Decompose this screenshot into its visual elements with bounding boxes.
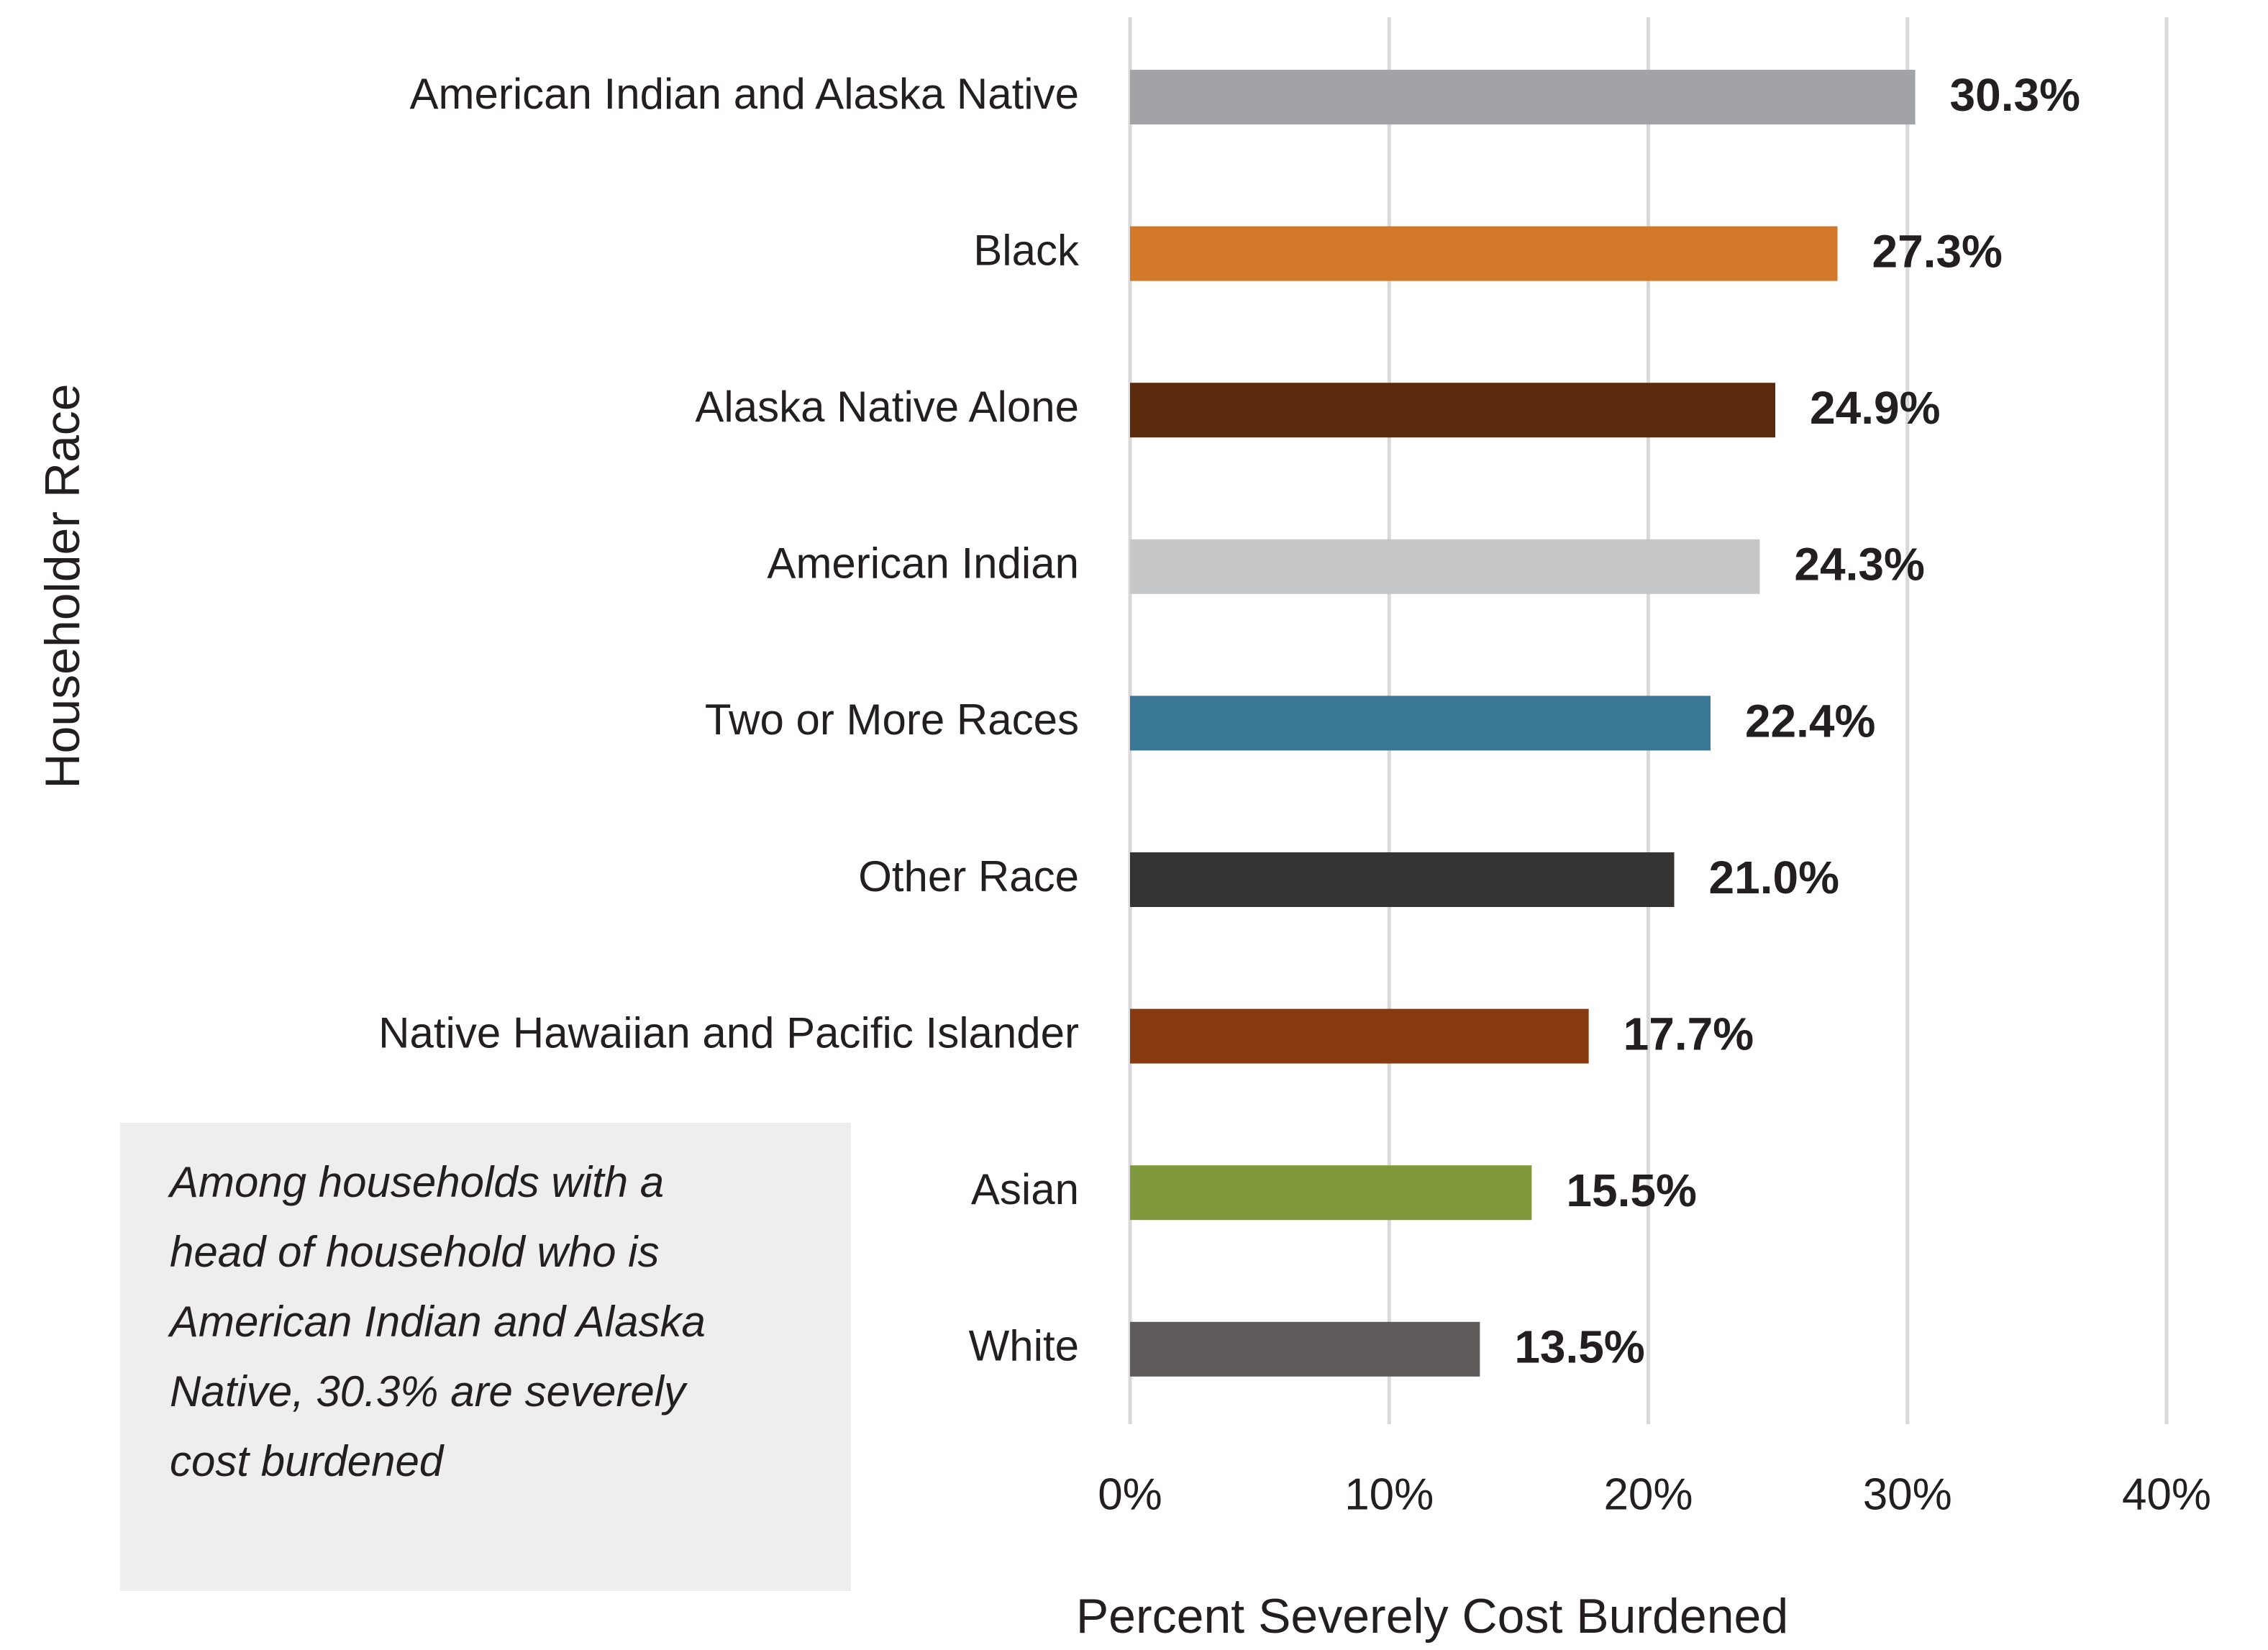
annotation-line: Native, 30.3% are severely <box>170 1367 688 1416</box>
y-axis-label: Householder Race <box>35 383 90 788</box>
y-tick-label: American Indian and Alaska Native <box>409 70 1079 118</box>
bar <box>1130 852 1675 907</box>
value-label: 27.3% <box>1872 226 2002 278</box>
bar <box>1130 70 1916 124</box>
y-tick-label: Native Hawaiian and Pacific Islander <box>378 1008 1079 1057</box>
value-label: 30.3% <box>1950 69 2080 121</box>
x-tick-label: 30% <box>1863 1469 1952 1519</box>
value-label: 24.9% <box>1810 382 1940 434</box>
y-tick-label: Black <box>973 226 1080 274</box>
bar <box>1130 696 1711 751</box>
x-tick-label: 0% <box>1098 1469 1162 1519</box>
value-label: 21.0% <box>1709 852 1839 903</box>
value-label: 22.4% <box>1745 695 1875 747</box>
annotation-line: cost burdened <box>170 1437 445 1485</box>
y-tick-label: American Indian <box>767 539 1079 588</box>
y-tick-label: Two or More Races <box>705 696 1079 744</box>
bar <box>1130 1008 1589 1064</box>
y-tick-label: Other Race <box>858 852 1079 901</box>
bar <box>1130 383 1776 438</box>
annotation-box <box>120 1123 851 1591</box>
value-label: 24.3% <box>1794 539 1924 591</box>
value-label: 17.7% <box>1623 1008 1754 1060</box>
value-label: 15.5% <box>1566 1164 1696 1216</box>
annotation-line: Among households with a <box>168 1158 664 1206</box>
annotation-line: head of household who is <box>170 1228 660 1276</box>
bar <box>1130 1321 1480 1377</box>
annotation-line: American Indian and Alaska <box>168 1298 706 1346</box>
bar <box>1130 1165 1532 1221</box>
y-tick-label: Alaska Native Alone <box>695 383 1079 431</box>
y-tick-label: Asian <box>971 1165 1079 1213</box>
bar <box>1130 539 1760 594</box>
x-tick-label: 40% <box>2122 1469 2211 1519</box>
x-tick-label: 20% <box>1603 1469 1693 1519</box>
y-tick-label: White <box>969 1322 1079 1370</box>
x-axis-label: Percent Severely Cost Burdened <box>1076 1589 1788 1644</box>
value-label: 13.5% <box>1514 1321 1644 1373</box>
bar <box>1130 226 1838 281</box>
x-tick-label: 10% <box>1344 1469 1434 1519</box>
